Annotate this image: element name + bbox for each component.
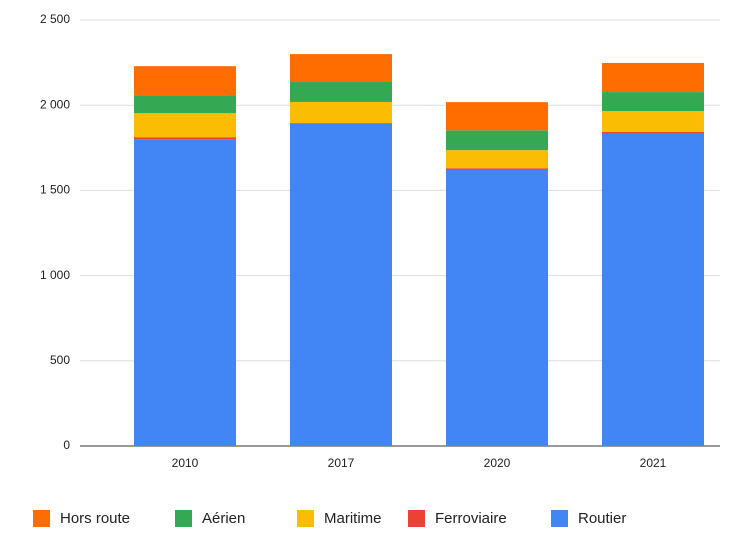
x-tick-label: 2017 bbox=[328, 456, 355, 470]
bar-segment bbox=[602, 92, 704, 111]
y-tick-label: 2 000 bbox=[40, 97, 70, 111]
bar-segment bbox=[446, 150, 548, 169]
bar-segment bbox=[134, 66, 236, 96]
bar-segment bbox=[602, 62, 704, 93]
legend-swatch bbox=[408, 510, 425, 527]
bar-segment bbox=[290, 54, 392, 83]
legend-swatch bbox=[175, 510, 192, 527]
legend-label: Routier bbox=[578, 510, 626, 527]
y-tick-label: 0 bbox=[63, 438, 70, 452]
bar-segment bbox=[602, 131, 704, 133]
x-tick-label: 2021 bbox=[640, 456, 667, 470]
legend-swatch bbox=[33, 510, 50, 527]
y-tick-label: 2 500 bbox=[40, 12, 70, 26]
legend-label: Ferroviaire bbox=[435, 510, 507, 527]
legend-label: Hors route bbox=[60, 510, 130, 527]
bar-segment bbox=[446, 102, 548, 131]
bar-segment bbox=[290, 123, 392, 446]
bar-segment bbox=[290, 82, 392, 102]
bar-segment bbox=[602, 132, 704, 446]
bar-segment bbox=[134, 113, 236, 138]
bar-segment bbox=[134, 137, 236, 140]
x-tick-label: 2010 bbox=[172, 456, 199, 470]
bar-segment bbox=[446, 169, 548, 446]
bar-segment bbox=[290, 123, 392, 124]
bar-segment bbox=[446, 130, 548, 151]
legend-label: Maritime bbox=[324, 510, 382, 527]
bar-segment bbox=[290, 101, 392, 124]
bar-segment bbox=[134, 95, 236, 114]
legend-label: Aérien bbox=[202, 510, 245, 527]
bar-segment bbox=[446, 168, 548, 170]
y-tick-label: 1 000 bbox=[40, 268, 70, 282]
bar-segment bbox=[134, 139, 236, 446]
legend-swatch bbox=[297, 510, 314, 527]
y-tick-label: 1 500 bbox=[40, 183, 70, 197]
y-tick-label: 500 bbox=[50, 353, 70, 367]
bar-segment bbox=[602, 110, 704, 132]
legend-swatch bbox=[551, 510, 568, 527]
x-tick-label: 2020 bbox=[484, 456, 511, 470]
